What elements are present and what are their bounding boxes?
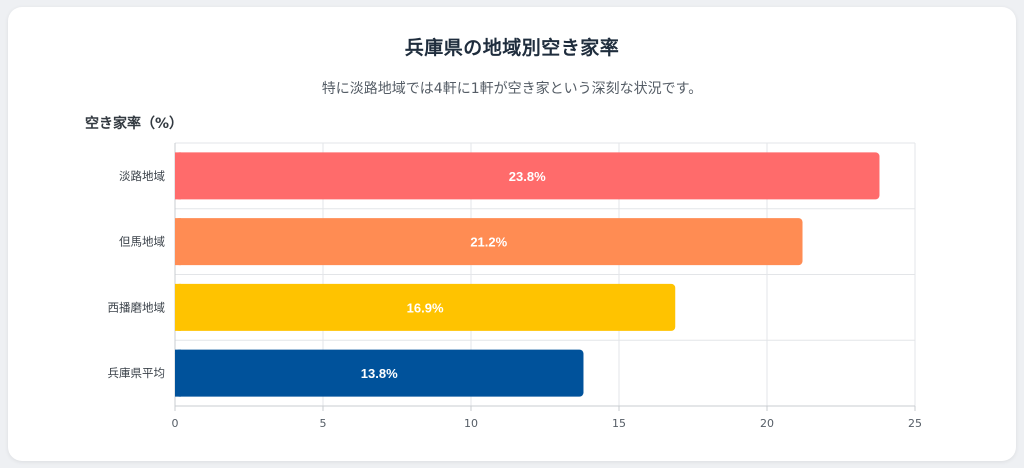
bar xyxy=(175,349,584,397)
chart-subtitle: 特に淡路地域では4軒に1軒が空き家という深刻な状況です。 xyxy=(321,81,703,97)
data-label: 23.8% xyxy=(509,169,546,184)
bar-base xyxy=(175,152,181,200)
bar xyxy=(175,152,880,200)
x-tick-label: 0 xyxy=(172,417,179,430)
x-tick-label: 10 xyxy=(464,417,478,430)
category-label: 兵庫県平均 xyxy=(108,366,166,380)
y-axis-label: 空き家率（%） xyxy=(85,116,184,132)
data-label: 16.9% xyxy=(407,300,444,315)
x-tick-label: 15 xyxy=(612,417,626,430)
bar xyxy=(175,218,803,266)
x-tick-label: 25 xyxy=(908,417,922,430)
bar-base xyxy=(175,283,181,331)
data-label: 13.8% xyxy=(361,366,398,381)
category-label: 西播磨地域 xyxy=(108,300,166,314)
x-tick-label: 20 xyxy=(760,417,774,430)
bar-base xyxy=(175,218,181,266)
bar-base xyxy=(175,349,181,397)
category-label: 但馬地域 xyxy=(119,235,165,249)
bar xyxy=(175,283,676,331)
chart-title: 兵庫県の地域別空き家率 xyxy=(404,37,620,59)
data-label: 21.2% xyxy=(470,235,507,250)
category-label: 淡路地域 xyxy=(119,169,165,183)
x-tick-label: 5 xyxy=(320,417,327,430)
